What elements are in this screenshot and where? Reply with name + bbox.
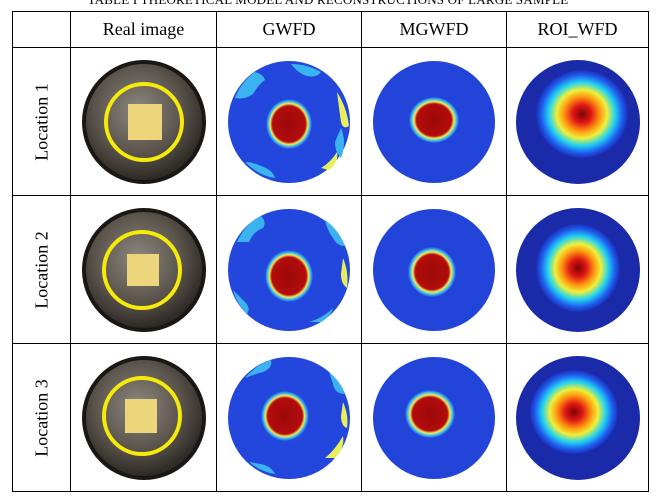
header-mgwfd: MGWFD: [361, 11, 507, 48]
target-blob: [265, 249, 313, 302]
sample-square: [124, 398, 157, 433]
roi-ring: [101, 375, 182, 456]
roi-wfd-reconstruction: [515, 59, 640, 184]
gwfd-cell: [216, 343, 362, 492]
gwfd-reconstruction: [228, 208, 350, 331]
table-row: Location 3: [12, 343, 649, 492]
sample-square: [126, 253, 159, 286]
target-blob: [535, 223, 620, 312]
table-row: Location 2: [12, 195, 649, 344]
gwfd-reconstruction: [228, 356, 350, 479]
header-gwfd: GWFD: [216, 11, 362, 48]
real-image-cell: [70, 343, 217, 492]
gwfd-cell: [216, 195, 362, 344]
roi-wfd-cell: [506, 195, 649, 344]
real-image-cell: [70, 195, 217, 344]
target-blob: [405, 389, 455, 438]
row-label-location-1: Location 1: [12, 47, 71, 196]
roi-wfd-reconstruction: [515, 207, 640, 332]
mgwfd-reconstruction: [373, 60, 495, 183]
mgwfd-cell: [361, 195, 507, 344]
target-blob: [409, 96, 459, 143]
header-roi-wfd: ROI_WFD: [506, 11, 649, 48]
table-caption: TABLE I THEORETICAL MODEL AND RECONSTRUC…: [0, 0, 656, 12]
gwfd-reconstruction: [228, 60, 350, 183]
header-row: Real image GWFD MGWFD ROI_WFD: [12, 11, 649, 48]
real-sample-image: [81, 59, 206, 184]
mgwfd-cell: [361, 343, 507, 492]
header-real-image: Real image: [70, 11, 217, 48]
target-blob: [261, 390, 309, 441]
target-blob: [408, 246, 456, 297]
mgwfd-reconstruction: [373, 356, 495, 479]
real-image-cell: [70, 47, 217, 196]
row-label-location-2: Location 2: [12, 195, 71, 344]
roi-wfd-cell: [506, 343, 649, 492]
target-blob: [535, 69, 628, 158]
target-blob: [529, 369, 618, 454]
results-table: Real image GWFD MGWFD ROI_WFD Location 1: [12, 11, 649, 492]
roi-wfd-cell: [506, 47, 649, 196]
roi-ring: [103, 81, 184, 162]
header-empty: [12, 11, 71, 48]
roi-ring: [101, 229, 182, 310]
mgwfd-reconstruction: [373, 208, 495, 331]
target-blob: [266, 98, 312, 149]
gwfd-cell: [216, 47, 362, 196]
table-row: Location 1: [12, 47, 649, 196]
sample-square: [127, 103, 162, 140]
row-label-location-3: Location 3: [12, 343, 71, 492]
mgwfd-cell: [361, 47, 507, 196]
real-sample-image: [81, 207, 206, 332]
real-sample-image: [81, 355, 206, 480]
roi-wfd-reconstruction: [515, 355, 640, 480]
